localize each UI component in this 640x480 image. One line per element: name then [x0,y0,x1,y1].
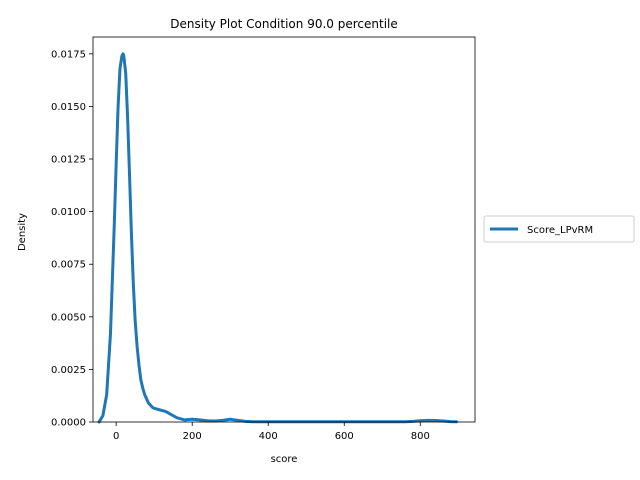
legend-frame [483,215,635,243]
y-tick-label: 0.0175 [51,49,86,60]
plot-area [97,52,458,424]
chart-title: Density Plot Condition 90.0 percentile [170,17,398,31]
legend: Score_LPvRM [483,215,635,243]
x-tick-label: 0 [113,431,119,442]
y-tick-label: 0.0050 [51,312,86,323]
y-tick-label: 0.0150 [51,102,86,113]
y-tick-label: 0.0075 [51,260,86,271]
x-tick-label: 400 [259,431,278,442]
x-tick-label: 600 [335,431,354,442]
x-tick-label: 800 [411,431,430,442]
axis-ticks: 0 200 400 600 800 0.0000 0.0025 0.0050 0.0075 0.0… [51,36,476,442]
y-tick-label: 0.0000 [51,418,86,429]
x-tick-label: 200 [183,431,202,442]
y-tick-label: 0.0025 [51,365,86,376]
series-line-0 [97,52,458,424]
y-axis-label: Density [17,213,28,251]
x-axis-label: score [271,454,298,465]
y-tick-label: 0.0125 [51,155,86,166]
legend-label: Score_LPvRM [527,225,593,236]
axes-frame [92,36,476,423]
y-tick-label: 0.0100 [51,207,86,218]
